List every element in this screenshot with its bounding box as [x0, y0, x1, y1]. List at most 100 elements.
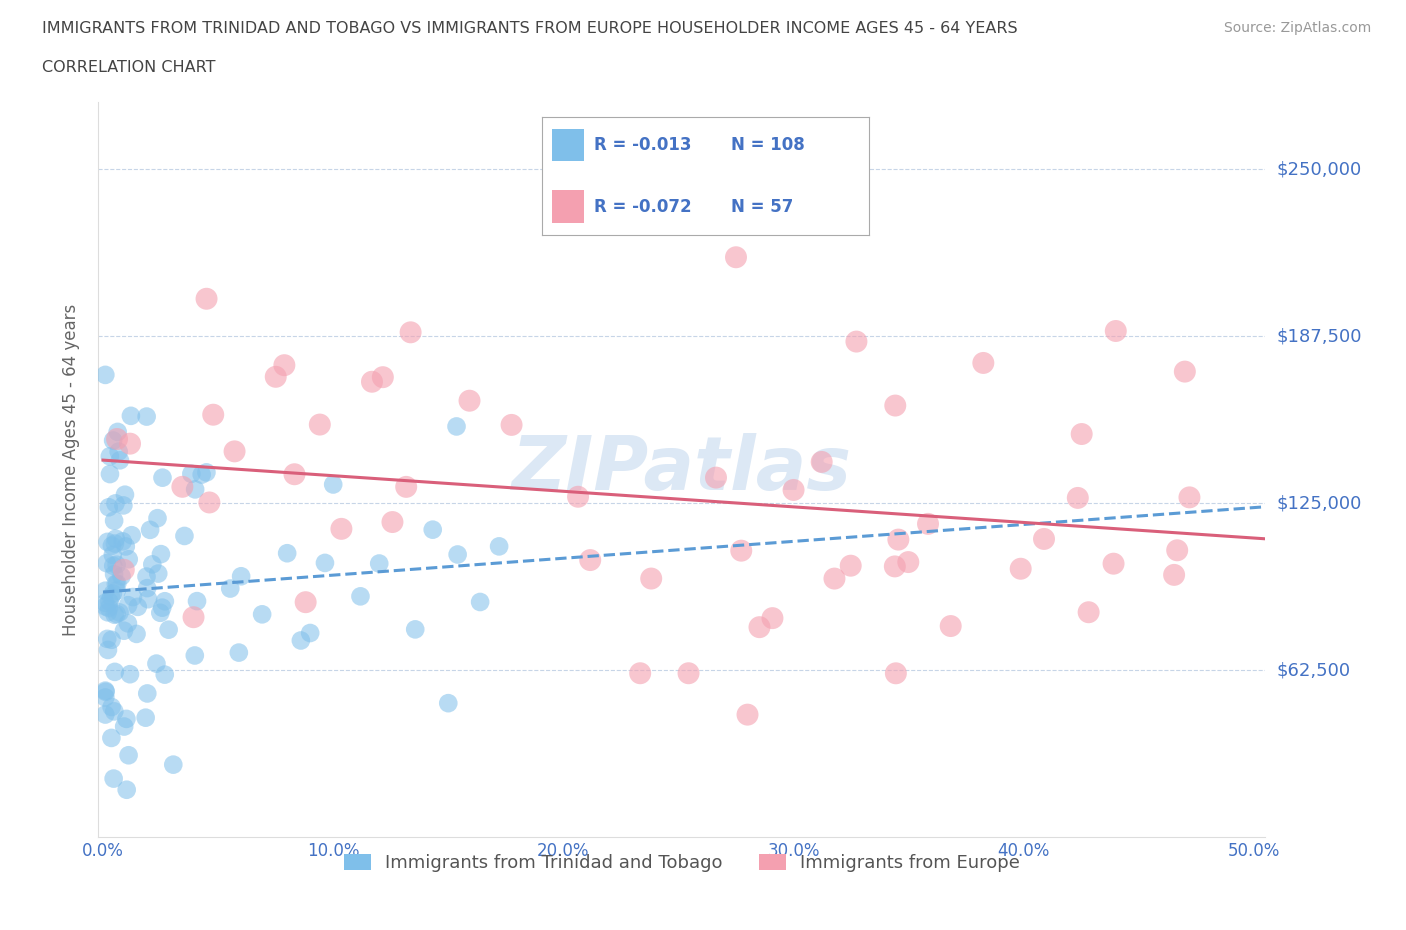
Point	[368, 556, 391, 571]
Point	[135, 569, 157, 584]
Point	[105, 576, 128, 591]
Point	[148, 566, 170, 581]
Point	[939, 618, 962, 633]
Point	[103, 771, 125, 786]
Point	[107, 445, 129, 459]
Point	[96, 631, 118, 646]
Point	[94, 684, 117, 699]
Point	[103, 558, 125, 573]
Point	[153, 594, 176, 609]
Point	[115, 782, 138, 797]
Point	[104, 536, 127, 551]
Point	[114, 487, 136, 502]
Point	[314, 555, 336, 570]
Point	[94, 599, 117, 614]
Point	[224, 444, 246, 458]
Point	[468, 594, 491, 609]
Point	[152, 471, 174, 485]
Point	[1102, 556, 1125, 571]
Point	[135, 711, 157, 725]
Point	[105, 583, 128, 598]
Point	[98, 449, 121, 464]
Point	[94, 690, 117, 705]
Point	[98, 467, 121, 482]
Point	[118, 551, 141, 566]
Point	[100, 730, 122, 745]
Point	[184, 648, 207, 663]
Point	[567, 489, 589, 504]
Point	[678, 666, 700, 681]
Point	[94, 684, 117, 698]
Point	[120, 408, 142, 423]
Point	[96, 556, 118, 571]
Point	[141, 557, 163, 572]
Point	[640, 571, 662, 586]
Point	[136, 580, 159, 595]
Point	[884, 666, 907, 681]
Point	[422, 523, 444, 538]
Point	[149, 605, 172, 620]
Point	[98, 594, 121, 609]
Point	[1178, 490, 1201, 505]
Point	[579, 552, 602, 567]
Point	[761, 611, 783, 626]
Point	[437, 696, 460, 711]
Point	[883, 559, 905, 574]
Point	[183, 610, 205, 625]
Point	[173, 528, 195, 543]
Text: $62,500: $62,500	[1277, 661, 1351, 679]
Point	[101, 433, 124, 448]
Point	[371, 370, 394, 385]
Point	[190, 467, 212, 482]
Point	[887, 532, 910, 547]
Point	[294, 595, 316, 610]
Point	[105, 606, 128, 621]
Point	[330, 522, 353, 537]
Point	[117, 616, 139, 631]
Point	[839, 558, 862, 573]
Point	[399, 325, 422, 339]
Point	[97, 604, 120, 619]
Point	[139, 523, 162, 538]
Point	[395, 480, 418, 495]
Point	[121, 528, 143, 543]
Point	[1163, 567, 1185, 582]
Point	[111, 534, 134, 549]
Text: $187,500: $187,500	[1277, 327, 1362, 345]
Text: ZIPatlas: ZIPatlas	[512, 433, 852, 506]
Point	[149, 547, 172, 562]
Point	[104, 531, 127, 546]
Point	[1010, 562, 1032, 577]
Point	[228, 645, 250, 660]
Point	[127, 600, 149, 615]
Point	[250, 607, 273, 622]
Point	[488, 538, 510, 553]
Point	[1077, 604, 1099, 619]
Point	[153, 667, 176, 682]
Point	[100, 590, 122, 604]
Point	[180, 466, 202, 481]
Point	[308, 418, 330, 432]
Point	[782, 483, 804, 498]
Point	[704, 471, 727, 485]
Point	[96, 535, 118, 550]
Point	[117, 748, 139, 763]
Text: Source: ZipAtlas.com: Source: ZipAtlas.com	[1223, 21, 1371, 35]
Point	[273, 358, 295, 373]
Point	[1174, 365, 1197, 379]
Point	[458, 393, 481, 408]
Y-axis label: Householder Income Ages 45 - 64 years: Householder Income Ages 45 - 64 years	[62, 303, 80, 636]
Point	[98, 601, 121, 616]
Point	[112, 623, 135, 638]
Point	[97, 643, 120, 658]
Point	[104, 496, 127, 511]
Point	[276, 546, 298, 561]
Point	[810, 455, 832, 470]
Point	[103, 704, 125, 719]
Point	[112, 563, 135, 578]
Point	[730, 543, 752, 558]
Point	[724, 250, 747, 265]
Point	[198, 495, 221, 510]
Point	[349, 589, 371, 604]
Point	[446, 547, 468, 562]
